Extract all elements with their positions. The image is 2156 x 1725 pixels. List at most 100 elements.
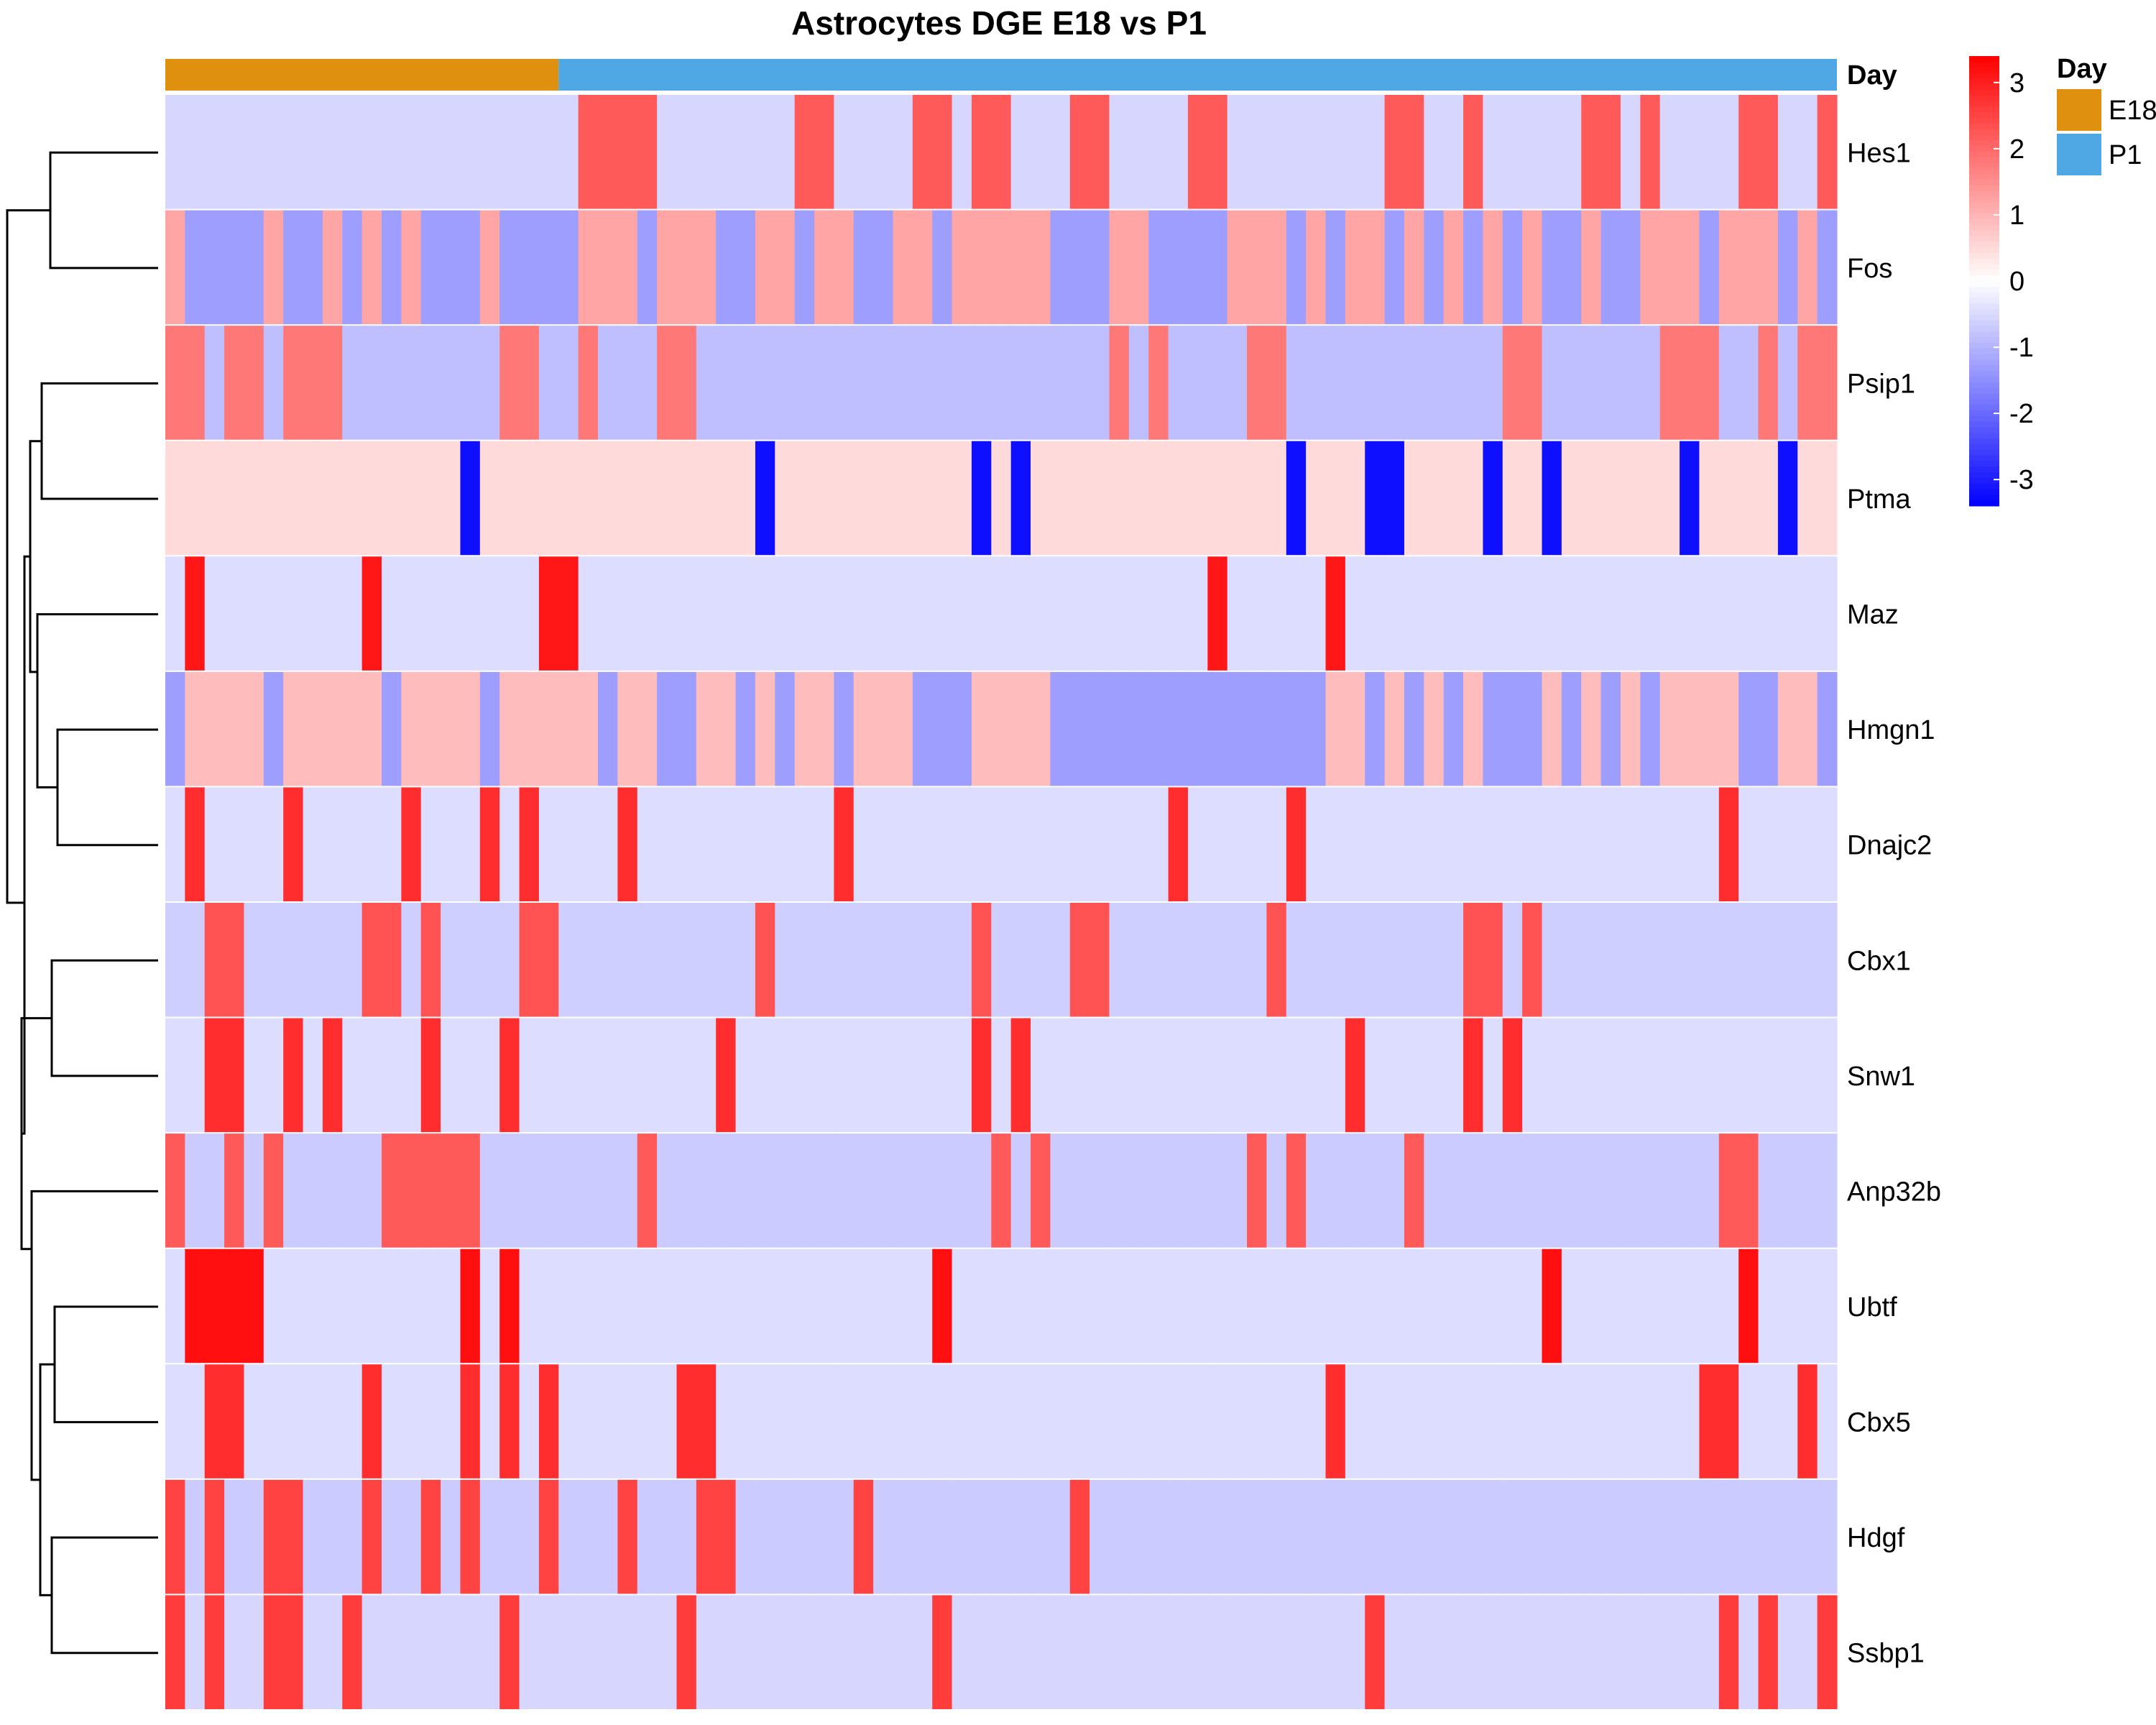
heatmap-cell-Maz-52: [1187, 556, 1208, 671]
heatmap-cell-Hdgf-16: [479, 1479, 500, 1594]
heatmap-cell-Fos-57: [1286, 210, 1307, 325]
heatmap-cell-Ptma-45: [1050, 441, 1071, 556]
colorbar-step: [1969, 95, 1999, 102]
heatmap-cell-Ssbp1-26: [676, 1595, 697, 1709]
heatmap-cell-Cbx1-28: [716, 903, 737, 1017]
heatmap-cell-Psip1-28: [716, 326, 737, 440]
heatmap-cell-Cbx1-20: [558, 903, 579, 1017]
heatmap-cell-Fos-70: [1542, 210, 1562, 325]
heatmap-cell-Ssbp1-23: [617, 1595, 638, 1709]
heatmap-cell-Hmgn1-48: [1109, 671, 1130, 786]
heatmap-cell-Cbx1-24: [637, 903, 658, 1017]
heatmap-cell-Ubtf-28: [716, 1248, 737, 1363]
colorbar-step: [1969, 123, 1999, 130]
dendrogram-branch: [6, 209, 50, 904]
heatmap-cell-Hdgf-10: [361, 1479, 382, 1594]
heatmap-cell-Ssbp1-37: [893, 1595, 913, 1709]
heatmap-cell-Fos-18: [519, 210, 540, 325]
heatmap-cell-Hmgn1-7: [303, 671, 323, 786]
heatmap-cell-Ssbp1-72: [1581, 1595, 1602, 1709]
colorbar-step: [1969, 129, 1999, 136]
heatmap-cell-Ubtf-25: [657, 1248, 678, 1363]
heatmap-cell-Ubtf-40: [952, 1248, 972, 1363]
heatmap-cell-Fos-66: [1463, 210, 1484, 325]
heatmap-cell-Maz-11: [382, 556, 402, 671]
heatmap-cell-Dnajc2-6: [283, 787, 304, 901]
heatmap-cell-Ptma-35: [853, 441, 874, 556]
heatmap-cell-Hes1-1: [185, 95, 206, 209]
colorbar-step: [1969, 270, 1999, 276]
heatmap-cell-Maz-28: [716, 556, 737, 671]
row-label-Cbx5: Cbx5: [1847, 1408, 1911, 1438]
heatmap-cell-Dnajc2-10: [361, 787, 382, 901]
heatmap-cell-Ssbp1-58: [1306, 1595, 1327, 1709]
heatmap-cell-Psip1-6: [283, 326, 304, 440]
heatmap-cell-Snw1-19: [538, 1018, 559, 1133]
heatmap-cell-Ubtf-56: [1266, 1248, 1287, 1363]
heatmap-cell-Ubtf-16: [479, 1248, 500, 1363]
heatmap-cell-Fos-15: [460, 210, 481, 325]
heatmap-cell-Fos-33: [814, 210, 834, 325]
heatmap-cell-Snw1-10: [361, 1018, 382, 1133]
heatmap-cell-Ubtf-39: [932, 1248, 953, 1363]
heatmap-cell-Anp32b-52: [1187, 1133, 1208, 1248]
dendrogram-branch: [50, 1536, 158, 1655]
heatmap-cell-Snw1-1: [185, 1018, 206, 1133]
heatmap-cell-Ssbp1-3: [224, 1595, 245, 1709]
day-legend-title: Day: [2057, 54, 2107, 84]
heatmap-cell-Snw1-64: [1424, 1018, 1445, 1133]
heatmap-cell-Ptma-51: [1168, 441, 1189, 556]
heatmap-cell-Ssbp1-55: [1247, 1595, 1268, 1709]
heatmap-cell-Maz-7: [303, 556, 323, 671]
heatmap-cell-Ssbp1-33: [814, 1595, 834, 1709]
heatmap-cell-Snw1-2: [204, 1018, 225, 1133]
heatmap-cell-Cbx5-71: [1561, 1364, 1582, 1478]
heatmap-cell-Fos-6: [283, 210, 304, 325]
heatmap-cell-Dnajc2-71: [1561, 787, 1582, 901]
colorbar-step: [1969, 494, 1999, 501]
heatmap-cell-Cbx5-39: [932, 1364, 953, 1478]
heatmap-cell-Fos-23: [617, 210, 638, 325]
heatmap-cell-Maz-77: [1680, 556, 1700, 671]
heatmap-cell-Hdgf-77: [1680, 1479, 1700, 1594]
heatmap-cell-Ubtf-57: [1286, 1248, 1307, 1363]
colorbar-tick-label: 0: [2009, 267, 2024, 297]
heatmap-cell-Ptma-78: [1699, 441, 1720, 556]
heatmap-cell-Hmgn1-29: [735, 671, 756, 786]
heatmap-cell-Hmgn1-42: [991, 671, 1012, 786]
heatmap-cell-Snw1-55: [1247, 1018, 1268, 1133]
heatmap-cell-Ptma-74: [1620, 441, 1641, 556]
heatmap-cell-Psip1-23: [617, 326, 638, 440]
heatmap-cell-Hmgn1-15: [460, 671, 481, 786]
heatmap-cell-Dnajc2-45: [1050, 787, 1071, 901]
heatmap-cell-Hdgf-75: [1640, 1479, 1661, 1594]
heatmap-cell-Maz-15: [460, 556, 481, 671]
heatmap-cell-Hdgf-24: [637, 1479, 658, 1594]
heatmap-cell-Ptma-56: [1266, 441, 1287, 556]
heatmap-cell-Ubtf-12: [401, 1248, 422, 1363]
heatmap-cell-Ssbp1-12: [401, 1595, 422, 1709]
heatmap-cell-Fos-45: [1050, 210, 1071, 325]
heatmap-cell-Hmgn1-36: [873, 671, 894, 786]
colorbar-step: [1969, 483, 1999, 490]
heatmap-cell-Cbx1-21: [578, 903, 599, 1017]
heatmap-cell-Cbx1-26: [676, 903, 697, 1017]
heatmap-cell-Ubtf-44: [1031, 1248, 1051, 1363]
heatmap-cell-Ptma-83: [1797, 441, 1818, 556]
heatmap-cell-Cbx5-38: [912, 1364, 933, 1478]
heatmap-cell-Hdgf-41: [971, 1479, 992, 1594]
heatmap-cell-Psip1-39: [932, 326, 953, 440]
heatmap-cell-Hmgn1-19: [538, 671, 559, 786]
heatmap-cell-Psip1-16: [479, 326, 500, 440]
heatmap-cell-Psip1-21: [578, 326, 599, 440]
heatmap-cell-Ptma-81: [1758, 441, 1779, 556]
heatmap-cell-Anp32b-18: [519, 1133, 540, 1248]
heatmap-cell-Dnajc2-53: [1207, 787, 1228, 901]
heatmap-cell-Psip1-20: [558, 326, 579, 440]
heatmap-cell-Hes1-13: [420, 95, 441, 209]
heatmap-cell-Hmgn1-69: [1522, 671, 1543, 786]
heatmap-cell-Dnajc2-66: [1463, 787, 1484, 901]
heatmap-cell-Maz-34: [834, 556, 854, 671]
heatmap-cell-Ubtf-4: [244, 1248, 264, 1363]
heatmap-cell-Psip1-75: [1640, 326, 1661, 440]
